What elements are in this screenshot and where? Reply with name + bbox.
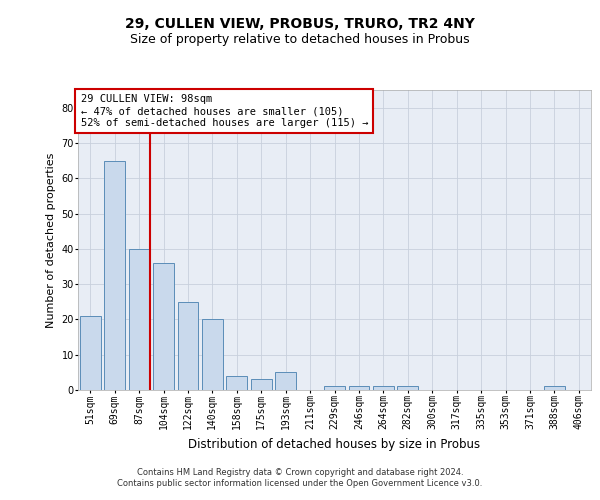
Bar — [275, 372, 296, 390]
Y-axis label: Number of detached properties: Number of detached properties — [46, 152, 56, 328]
X-axis label: Distribution of detached houses by size in Probus: Distribution of detached houses by size … — [188, 438, 481, 451]
Bar — [397, 386, 418, 390]
Text: 29, CULLEN VIEW, PROBUS, TRURO, TR2 4NY: 29, CULLEN VIEW, PROBUS, TRURO, TR2 4NY — [125, 18, 475, 32]
Bar — [373, 386, 394, 390]
Bar — [544, 386, 565, 390]
Bar — [104, 160, 125, 390]
Bar — [324, 386, 345, 390]
Bar — [128, 249, 149, 390]
Bar — [226, 376, 247, 390]
Bar — [153, 263, 174, 390]
Text: 29 CULLEN VIEW: 98sqm
← 47% of detached houses are smaller (105)
52% of semi-det: 29 CULLEN VIEW: 98sqm ← 47% of detached … — [80, 94, 368, 128]
Text: Size of property relative to detached houses in Probus: Size of property relative to detached ho… — [130, 32, 470, 46]
Bar — [251, 380, 272, 390]
Bar — [349, 386, 370, 390]
Bar — [202, 320, 223, 390]
Text: Contains HM Land Registry data © Crown copyright and database right 2024.
Contai: Contains HM Land Registry data © Crown c… — [118, 468, 482, 487]
Bar — [80, 316, 101, 390]
Bar — [178, 302, 199, 390]
